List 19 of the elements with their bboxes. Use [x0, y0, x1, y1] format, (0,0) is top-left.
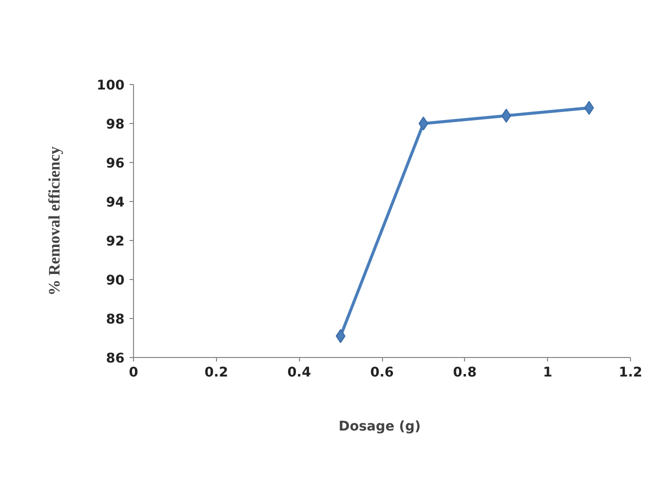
x-tick-label: 0: [128, 366, 138, 380]
y-tick-label: 92: [106, 234, 125, 250]
x-tick-label: 0.6: [370, 366, 394, 380]
point: [501, 108, 512, 123]
y-tick-label: 94: [106, 196, 125, 210]
point: [418, 116, 428, 130]
x-tick-label: 0.2: [204, 366, 228, 380]
x-axis-title: Dosage (g): [338, 420, 421, 434]
y-tick-label: 98: [106, 118, 125, 132]
y-tick-label: 86: [106, 352, 125, 366]
y-axis-title: % Removal efficiency: [46, 146, 64, 296]
x-tick-label: 0.4: [287, 366, 311, 380]
x-tick-label: 0.8: [453, 366, 477, 380]
y-tick-label: 90: [106, 274, 125, 288]
x-tick-label: 1.2: [618, 366, 642, 380]
y-tick-label: 100: [96, 78, 125, 94]
y-tick-label: 96: [106, 156, 125, 172]
y-tick-label: 88: [106, 312, 125, 328]
x-tick-label: 1: [543, 366, 552, 380]
